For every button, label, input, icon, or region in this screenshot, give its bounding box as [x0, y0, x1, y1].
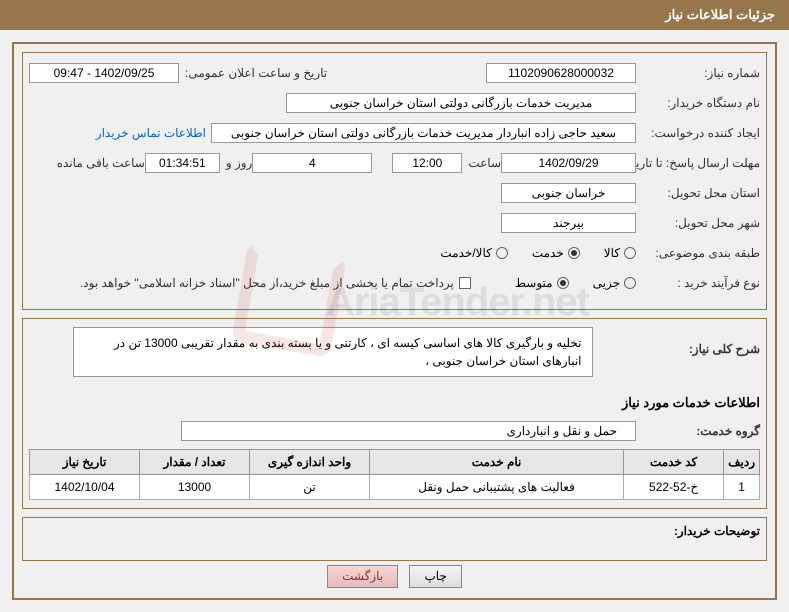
deadline-label: مهلت ارسال پاسخ: تا تاریخ: — [642, 156, 760, 170]
radio-medium[interactable] — [557, 277, 569, 289]
radio-medium-label: متوسط — [515, 276, 553, 290]
buyer-contact-link[interactable]: اطلاعات تماس خریدار — [96, 126, 206, 140]
days-and-label: روز و — [226, 156, 253, 170]
radio-service[interactable] — [568, 247, 580, 259]
radio-both-label: کالا/خدمت — [440, 246, 491, 260]
services-table: ردیف کد خدمت نام خدمت واحد اندازه گیری ت… — [29, 449, 760, 500]
need-number-label: شماره نیاز: — [642, 66, 760, 80]
desc-text-box: تخلیه و بارگیری کالا های اساسی کیسه ای ،… — [73, 327, 593, 377]
payment-checkbox[interactable] — [459, 277, 471, 289]
radio-service-label: خدمت — [532, 246, 564, 260]
cell-qty: 13000 — [140, 475, 250, 500]
cell-unit: تن — [250, 475, 370, 500]
payment-note: پرداخت تمام یا بخشی از مبلغ خرید،از محل … — [80, 276, 454, 290]
radio-goods-label: کالا — [604, 246, 620, 260]
table-row: 1 خ-52-522 فعالیت های پشتیبانی حمل ونقل … — [30, 475, 760, 500]
col-name: نام خدمت — [370, 450, 624, 475]
page-header: جزئیات اطلاعات نیاز — [0, 0, 789, 30]
description-section: شرح کلی نیاز: تخلیه و بارگیری کالا های ا… — [22, 318, 767, 509]
service-group-value: حمل و نقل و انبارداری — [181, 421, 636, 441]
col-row: ردیف — [724, 450, 760, 475]
buyer-notes-label: توضیحات خریدار: — [674, 524, 760, 538]
table-header-row: ردیف کد خدمت نام خدمت واحد اندازه گیری ت… — [30, 450, 760, 475]
col-unit: واحد اندازه گیری — [250, 450, 370, 475]
deadline-time-value: 12:00 — [392, 153, 462, 173]
remain-suffix-label: ساعت باقی مانده — [57, 156, 145, 170]
cell-code: خ-52-522 — [624, 475, 724, 500]
service-group-label: گروه خدمت: — [642, 424, 760, 438]
radio-partial-label: جزیی — [593, 276, 620, 290]
deadline-date-value: 1402/09/29 — [501, 153, 636, 173]
page-title: جزئیات اطلاعات نیاز — [665, 7, 775, 22]
buyer-org-label: نام دستگاه خریدار: — [642, 96, 760, 110]
print-button[interactable]: چاپ — [409, 565, 461, 588]
buyer-notes-section: توضیحات خریدار: — [22, 517, 767, 561]
col-date: تاریخ نیاز — [30, 450, 140, 475]
back-button[interactable]: بازگشت — [327, 565, 398, 588]
city-value: بیرجند — [501, 213, 636, 233]
announce-date-label: تاریخ و ساعت اعلان عمومی: — [185, 66, 327, 80]
city-label: شهر محل تحویل: — [642, 216, 760, 230]
province-label: استان محل تحویل: — [642, 186, 760, 200]
request-info-section: شماره نیاز: 1102090628000032 تاریخ و ساع… — [22, 52, 767, 310]
creator-label: ایجاد کننده درخواست: — [642, 126, 760, 140]
announce-date-value: 1402/09/25 - 09:47 — [29, 63, 179, 83]
need-number-value: 1102090628000032 — [486, 63, 636, 83]
buyer-org-value: مدیریت خدمات بازرگانی دولتی استان خراسان… — [286, 93, 636, 113]
cell-idx: 1 — [724, 475, 760, 500]
col-qty: تعداد / مقدار — [140, 450, 250, 475]
desc-title-label: شرح کلی نیاز: — [642, 327, 760, 356]
radio-partial[interactable] — [624, 277, 636, 289]
category-label: طبقه بندی موضوعی: — [642, 246, 760, 260]
creator-value: سعید حاجی زاده انباردار مدیریت خدمات باز… — [211, 123, 636, 143]
col-code: کد خدمت — [624, 450, 724, 475]
remain-days-value: 4 — [252, 153, 372, 173]
time-label: ساعت — [468, 156, 501, 170]
province-value: خراسان جنوبی — [501, 183, 636, 203]
remain-time-value: 01:34:51 — [145, 153, 220, 173]
service-section-title: اطلاعات خدمات مورد نیاز — [29, 391, 760, 415]
cell-date: 1402/10/04 — [30, 475, 140, 500]
process-label: نوع فرآیند خرید : — [642, 276, 760, 290]
button-row: چاپ بازگشت — [22, 565, 767, 590]
main-content: شماره نیاز: 1102090628000032 تاریخ و ساع… — [12, 42, 777, 600]
radio-both[interactable] — [496, 247, 508, 259]
cell-name: فعالیت های پشتیبانی حمل ونقل — [370, 475, 624, 500]
radio-goods[interactable] — [624, 247, 636, 259]
